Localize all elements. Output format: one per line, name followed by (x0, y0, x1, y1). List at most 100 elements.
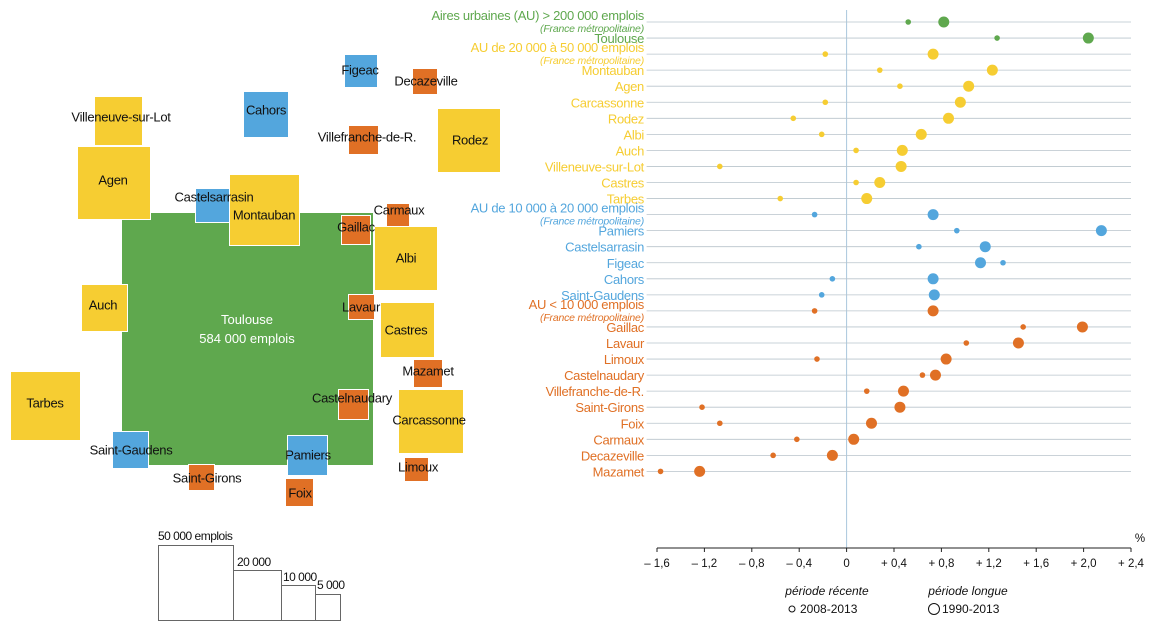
size-legend-label-5000: 5 000 (317, 578, 345, 592)
row-label: Tarbes (607, 192, 645, 207)
area-square-decazeville (412, 68, 438, 95)
recent-period-dot (777, 195, 784, 202)
row-label: Foix (621, 416, 645, 431)
row-label: Villeneuve-sur-Lot (545, 159, 645, 174)
group-header-label: AU de 20 000 à 50 000 emplois (471, 40, 645, 55)
area-label-castres: Castres (384, 322, 428, 338)
long-period-dot (927, 273, 939, 285)
long-period-dot (896, 144, 908, 156)
area-label-albi: Albi (395, 250, 417, 266)
recent-period-dot (811, 211, 818, 218)
row-label: Saint-Girons (575, 400, 644, 415)
size-legend-box-5000 (315, 594, 341, 621)
row-label: Villefranche-de-R. (546, 384, 644, 399)
recent-period-dot (790, 115, 797, 122)
x-axis-unit: % (1135, 533, 1145, 545)
recent-period-dot (853, 147, 859, 154)
x-tick-label: + 0,8 (928, 558, 954, 570)
area-label-saint-girons: Saint-Girons (172, 470, 242, 486)
area-square-rodez (437, 108, 501, 173)
recent-period-dot (811, 308, 818, 314)
long-period-dot (865, 417, 877, 429)
row-label: Carmaux (593, 432, 644, 447)
recent-period-dot (770, 452, 776, 459)
area-square-villefranche-de-r (348, 125, 379, 155)
recent-period-dot (818, 292, 825, 298)
long-period-dot (1076, 321, 1088, 333)
long-period-dot (1012, 337, 1024, 349)
area-label-carcassonne: Carcassonne (392, 412, 466, 428)
area-label-limoux: Limoux (397, 459, 439, 475)
recent-period-dot (814, 356, 820, 362)
recent-period-dot (853, 179, 859, 186)
long-period-dot (927, 48, 939, 60)
area-square-saint-gaudens (112, 431, 149, 469)
long-period-dot (694, 465, 706, 477)
size-legend-label-10000: 10 000 (283, 570, 317, 584)
area-label-decazeville: Decazeville (394, 73, 458, 89)
group-header-sublabel: (France métropolitaine) (540, 216, 644, 228)
area-label-lavaur: Lavaur (342, 299, 380, 315)
row-label: Agen (615, 79, 644, 94)
row-label: Cahors (604, 272, 645, 287)
x-tick-label: + 0,4 (881, 558, 908, 570)
area-label-castelnaudary: Castelnaudary (312, 390, 392, 406)
legend-recent-title: période récente (784, 584, 869, 598)
row-label: Pamiers (598, 224, 644, 239)
x-tick-label: 0 (843, 558, 849, 570)
legend-recent-label: 2008-2013 (800, 602, 858, 616)
recent-period-dot (954, 227, 960, 234)
row-label: Auch (616, 143, 645, 158)
row-label: Saint-Gaudens (561, 288, 645, 303)
long-period-dot (915, 128, 927, 140)
area-label-saint-gaudens: Saint-Gaudens (89, 442, 173, 458)
row-label: Limoux (604, 352, 645, 367)
recent-period-dot (818, 131, 825, 138)
recent-period-dot (1000, 259, 1006, 266)
long-period-dot (927, 209, 939, 221)
area-label-tarbes: Tarbes (26, 395, 64, 411)
row-label: Albi (624, 127, 645, 142)
toulouse-label: Toulouse 584 000 emplois (199, 310, 294, 348)
long-period-dot (979, 241, 991, 253)
area-square-villeneuve-sur-lot (94, 96, 143, 146)
area-label-figeac: Figeac (341, 62, 379, 78)
group-header-sublabel: (France métropolitaine) (540, 23, 644, 35)
recent-period-dot (717, 420, 723, 427)
area-square-albi (374, 226, 438, 291)
area-square-gaillac (341, 215, 371, 245)
area-square-castres (380, 302, 435, 358)
area-label-castelsarrasin: Castelsarrasin (174, 189, 254, 205)
area-square-auch (81, 284, 128, 332)
area-square-castelnaudary (338, 389, 369, 420)
recent-period-dot (916, 243, 922, 250)
area-square-pamiers (287, 435, 328, 476)
group-header-sublabel: (France métropolitaine) (540, 312, 644, 324)
recent-period-dot (876, 67, 883, 73)
row-label: Carcassonne (571, 95, 644, 110)
long-period-dot (861, 193, 873, 205)
row-label: Toulouse (594, 31, 644, 46)
toulouse-name: Toulouse (220, 312, 274, 327)
size-legend-label-20000: 20 000 (237, 555, 271, 569)
recent-period-dot (829, 276, 836, 282)
long-period-dot (963, 80, 975, 92)
area-square-tarbes (10, 371, 81, 441)
toulouse-area (121, 212, 374, 466)
area-square-figeac (344, 54, 378, 88)
area-square-saint-girons (188, 464, 215, 491)
area-square-montauban (229, 174, 300, 246)
long-period-dot (986, 64, 998, 76)
area-label-rodez: Rodez (451, 132, 489, 148)
row-label: Lavaur (606, 336, 645, 351)
row-label: Decazeville (581, 448, 644, 463)
group-header-sublabel: (France métropolitaine) (540, 55, 644, 67)
group-header-label: AU < 10 000 emplois (529, 297, 645, 312)
x-tick-label: + 1,2 (976, 558, 1002, 570)
x-tick-label: + 2,0 (1071, 558, 1097, 570)
area-square-carcassonne (398, 389, 464, 454)
recent-period-dot (994, 35, 1000, 41)
legend-long-marker (928, 603, 940, 615)
area-square-limoux (404, 457, 429, 482)
recent-period-dot (822, 99, 829, 106)
